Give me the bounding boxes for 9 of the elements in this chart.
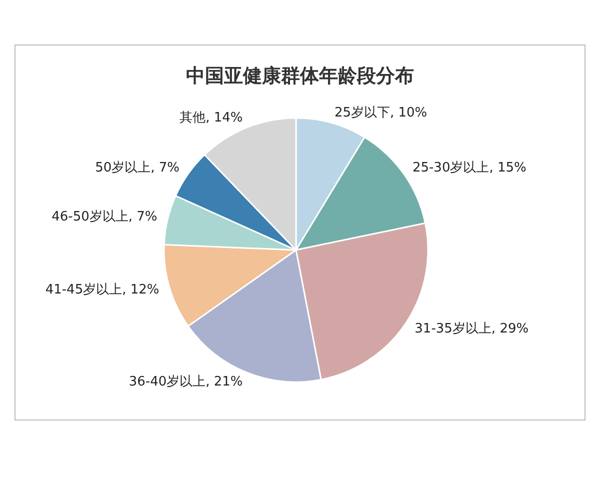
slice-label: 41-45岁以上, 12% <box>45 282 160 299</box>
slice-label: 25-30岁以上, 15% <box>412 159 526 176</box>
chart-title: 中国亚健康群体年龄段分布 <box>186 65 414 87</box>
slice-label: 31-35岁以上, 29% <box>414 320 529 338</box>
slice-label: 46-50岁以上, 7% <box>52 208 158 226</box>
slice-label: 25岁以下, 10% <box>334 104 428 122</box>
slice-label: 36-40岁以上, 21% <box>128 374 243 391</box>
slice-label: 其他, 14% <box>180 109 243 126</box>
slice-label: 50岁以上, 7% <box>95 159 180 176</box>
